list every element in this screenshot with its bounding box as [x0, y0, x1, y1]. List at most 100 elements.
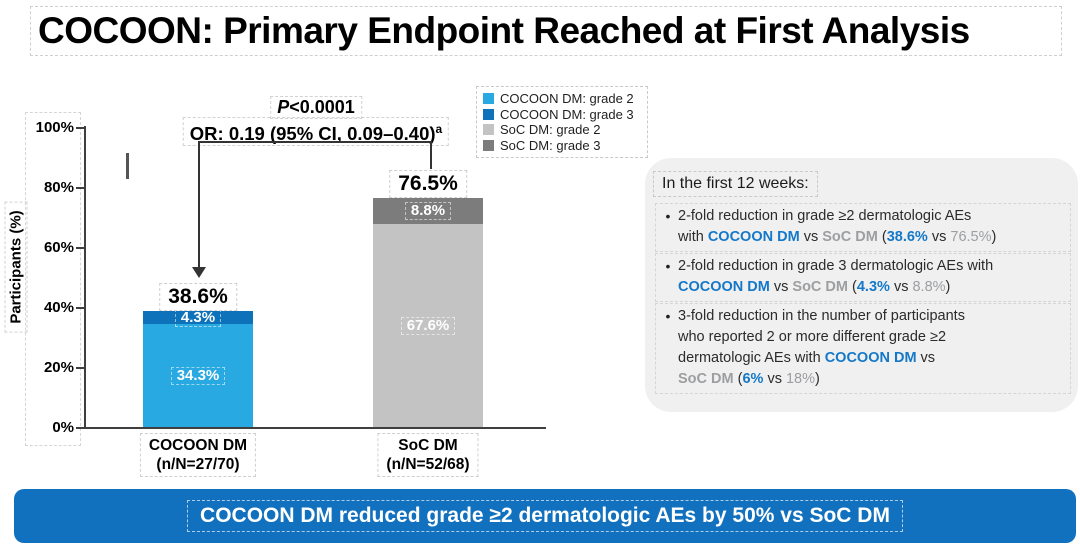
- text-cursor-artifact: [126, 153, 129, 179]
- y-tick-label: 80%: [43, 179, 74, 196]
- y-tick-mark: [76, 307, 84, 309]
- bar-segment: 67.6%: [373, 224, 483, 427]
- legend-swatch: [483, 124, 494, 136]
- bullet-segment: (: [877, 229, 887, 245]
- category-name: SoC DM: [398, 437, 458, 454]
- bullet-segment: vs: [916, 350, 936, 366]
- bullet-icon: •: [665, 208, 671, 224]
- odds-ratio-text: OR: 0.19 (95% CI, 0.09–0.40): [189, 123, 436, 145]
- bullet-segment: vs: [769, 279, 793, 295]
- legend-swatch: [483, 108, 494, 120]
- y-tick-label: 60%: [43, 239, 74, 256]
- bullet-segment: (: [733, 371, 743, 387]
- arrow-down-icon: [192, 267, 206, 278]
- bullet-segment: COCOON DM: [707, 229, 800, 245]
- y-tick-label: 20%: [43, 359, 74, 376]
- legend-item-label: SoC DM: grade 3: [500, 137, 601, 153]
- category-sublabel: (n/N=52/68): [386, 456, 470, 473]
- bar-column: 34.3% 4.3%: [143, 308, 253, 427]
- bullet-segment: vs: [927, 229, 951, 245]
- page-title: COCOON: Primary Endpoint Reached at Firs…: [30, 6, 1062, 56]
- y-tick-label: 40%: [43, 299, 74, 316]
- bullet-segment: 38.6%: [886, 229, 928, 245]
- legend-item-label: COCOON DM: grade 3: [500, 106, 634, 122]
- bullet-segment: SoC DM: [822, 229, 878, 245]
- bullet-text: 3-fold reduction in the number of partic…: [678, 306, 965, 390]
- total-label: 76.5%: [389, 169, 467, 198]
- bullet-segment: 2-fold reduction in grade 3 dermatologic…: [678, 258, 994, 274]
- segment-label: 4.3%: [174, 308, 222, 327]
- legend-item-label: COCOON DM: grade 2: [500, 91, 634, 107]
- x-axis-category-label: COCOON DM (n/N=27/70): [139, 433, 257, 477]
- banner-text-wrap: COCOON DM reduced grade ≥2 dermatologic …: [14, 500, 1076, 532]
- legend-item: COCOON DM: grade 3: [483, 107, 641, 123]
- bottom-banner: COCOON DM reduced grade ≥2 dermatologic …: [14, 489, 1076, 543]
- bar-segment: 34.3%: [143, 324, 253, 427]
- y-tick-mark: [76, 247, 84, 249]
- category-sublabel: (n/N=27/70): [156, 456, 240, 473]
- odds-ratio-annotation: OR: 0.19 (95% CI, 0.09–0.40)a: [182, 117, 450, 147]
- y-tick-label: 0%: [52, 419, 74, 436]
- p-value-text: <0.0001: [289, 97, 355, 117]
- bullet-segment: ): [945, 279, 951, 295]
- total-label: 38.6%: [159, 283, 237, 312]
- y-axis-line: [84, 126, 86, 429]
- y-tick-mark: [76, 187, 84, 189]
- segment-label: 8.8%: [404, 202, 452, 220]
- bar-segment: 8.8%: [373, 197, 483, 225]
- y-tick-label: 100%: [35, 119, 74, 136]
- legend-item: SoC DM: grade 3: [483, 138, 641, 154]
- legend-item: COCOON DM: grade 2: [483, 91, 641, 107]
- bullet-segment: vs: [799, 229, 823, 245]
- y-axis-tick-box: [25, 112, 81, 446]
- y-tick-mark: [76, 427, 84, 429]
- bullet-segment: 4.3%: [856, 279, 890, 295]
- legend-swatch: [483, 93, 494, 105]
- x-axis-line: [84, 427, 546, 429]
- info-box-heading: In the first 12 weeks:: [653, 171, 818, 197]
- p-value-annotation: P<0.0001: [270, 96, 362, 119]
- bullet-segment: vs: [889, 279, 913, 295]
- bullet-icon: •: [665, 258, 671, 274]
- legend-item: SoC DM: grade 2: [483, 122, 641, 138]
- footnote-marker: a: [435, 122, 443, 136]
- bullet-segment: (: [848, 279, 857, 295]
- comparison-bracket-left: [198, 141, 200, 268]
- bullet-icon: •: [665, 308, 671, 324]
- bullet-text: 2-fold reduction in grade ≥2 dermatologi…: [678, 206, 996, 248]
- bullet-segment: vs: [763, 371, 786, 387]
- legend: COCOON DM: grade 2 COCOON DM: grade 3 SoC …: [476, 86, 648, 158]
- bullet-segment: SoC DM: [792, 279, 848, 295]
- p-value-italic: P: [277, 97, 290, 117]
- comparison-bracket-horizontal: [199, 141, 431, 143]
- info-box: In the first 12 weeks: • 2-fold reduction…: [645, 158, 1078, 412]
- segment-label: 34.3%: [170, 366, 226, 385]
- comparison-bracket-right: [430, 141, 432, 169]
- bullet-segment: 3-fold reduction in the number of partic…: [678, 308, 965, 324]
- bullet-segment: 76.5%: [950, 229, 992, 245]
- bar-column: 67.6% 8.8%: [373, 197, 483, 427]
- bullet-segment: with: [678, 229, 708, 245]
- bullet-segment: COCOON DM: [824, 350, 917, 366]
- y-tick-mark: [76, 367, 84, 369]
- bullet-segment: 18%: [785, 371, 816, 387]
- bullet-segment: 6%: [742, 371, 764, 387]
- bar-segment: 4.3%: [143, 308, 253, 327]
- legend-item-label: SoC DM: grade 2: [500, 122, 601, 138]
- bullet-segment: who reported 2 or more different grade ≥…: [678, 329, 947, 345]
- bullet-text: 2-fold reduction in grade 3 dermatologic…: [678, 256, 993, 298]
- list-item: • 2-fold reduction in grade ≥2 dermatolog…: [655, 203, 1071, 252]
- x-axis-category-label: SoC DM (n/N=52/68): [377, 433, 479, 477]
- bullet-segment: ): [991, 229, 997, 245]
- list-item: • 2-fold reduction in grade 3 dermatologi…: [655, 253, 1071, 302]
- list-item: • 3-fold reduction in the number of parti…: [655, 303, 1071, 394]
- bullet-segment: COCOON DM: [678, 279, 770, 295]
- category-name: COCOON DM: [148, 437, 248, 454]
- legend-swatch: [483, 139, 494, 151]
- bullet-segment: 8.8%: [912, 279, 946, 295]
- bullet-segment: ): [815, 371, 820, 387]
- bullet-segment: 2-fold reduction in grade ≥2 dermatologi…: [678, 208, 972, 224]
- y-tick-mark: [76, 127, 84, 129]
